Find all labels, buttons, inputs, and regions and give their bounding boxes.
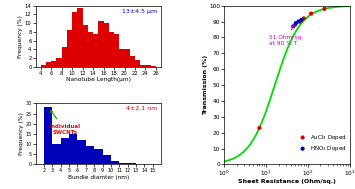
Bar [41,65,46,67]
HNO$_3$ Doped [293,22,299,25]
X-axis label: Bundle diamter (nm): Bundle diamter (nm) [68,175,129,180]
Bar [125,49,130,67]
Bar [135,60,140,67]
Bar [98,21,104,67]
Bar [151,66,156,67]
AuCl$_3$ Doped [292,23,298,26]
Bar [62,47,67,67]
Text: 13±4.5 μm: 13±4.5 μm [122,9,157,14]
Bar [61,138,69,164]
Text: 51 Ohm/sq.
at 90 % T: 51 Ohm/sq. at 90 % T [269,25,303,46]
Bar [94,149,103,164]
Bar [146,65,151,67]
AuCl$_3$ Doped [308,12,314,15]
HNO$_3$ Doped [296,20,301,23]
Bar [56,58,62,67]
AuCl$_3$ Doped [297,20,303,23]
Bar [88,32,93,67]
Bar [77,140,86,164]
Bar [119,163,128,164]
Bar [109,32,114,67]
Text: 4±2.1 nm: 4±2.1 nm [126,106,157,112]
Bar [52,144,61,164]
Bar [128,163,136,164]
Bar [72,12,77,67]
Bar [119,49,125,67]
Bar [114,34,119,67]
Bar [46,62,51,67]
Bar [44,107,52,164]
Bar [103,155,111,164]
AuCl$_3$ Doped [301,17,307,20]
Y-axis label: Frequency (%): Frequency (%) [18,15,23,58]
Legend: AuCl$_3$ Doped, HNO$_3$ Doped: AuCl$_3$ Doped, HNO$_3$ Doped [296,132,347,154]
Bar [93,34,98,67]
Y-axis label: Frequency (%): Frequency (%) [19,112,24,155]
Y-axis label: Transmission (%): Transmission (%) [203,55,208,115]
Bar [140,65,146,67]
AuCl$_3$ Doped [257,126,262,129]
HNO$_3$ Doped [299,19,304,22]
Bar [83,25,88,67]
Bar [69,134,77,164]
X-axis label: Nanotube Length(μm): Nanotube Length(μm) [66,77,131,82]
Bar [77,8,83,67]
X-axis label: Sheet Resistance (Ohm/sq.): Sheet Resistance (Ohm/sq.) [238,179,336,184]
Bar [86,146,94,164]
Bar [111,161,119,164]
Bar [67,30,72,67]
Bar [130,56,135,67]
Text: Individual
SWCNTs: Individual SWCNTs [49,111,80,135]
Bar [51,61,56,67]
HNO$_3$ Doped [290,25,296,28]
AuCl$_3$ Doped [322,7,327,10]
Bar [104,23,109,67]
